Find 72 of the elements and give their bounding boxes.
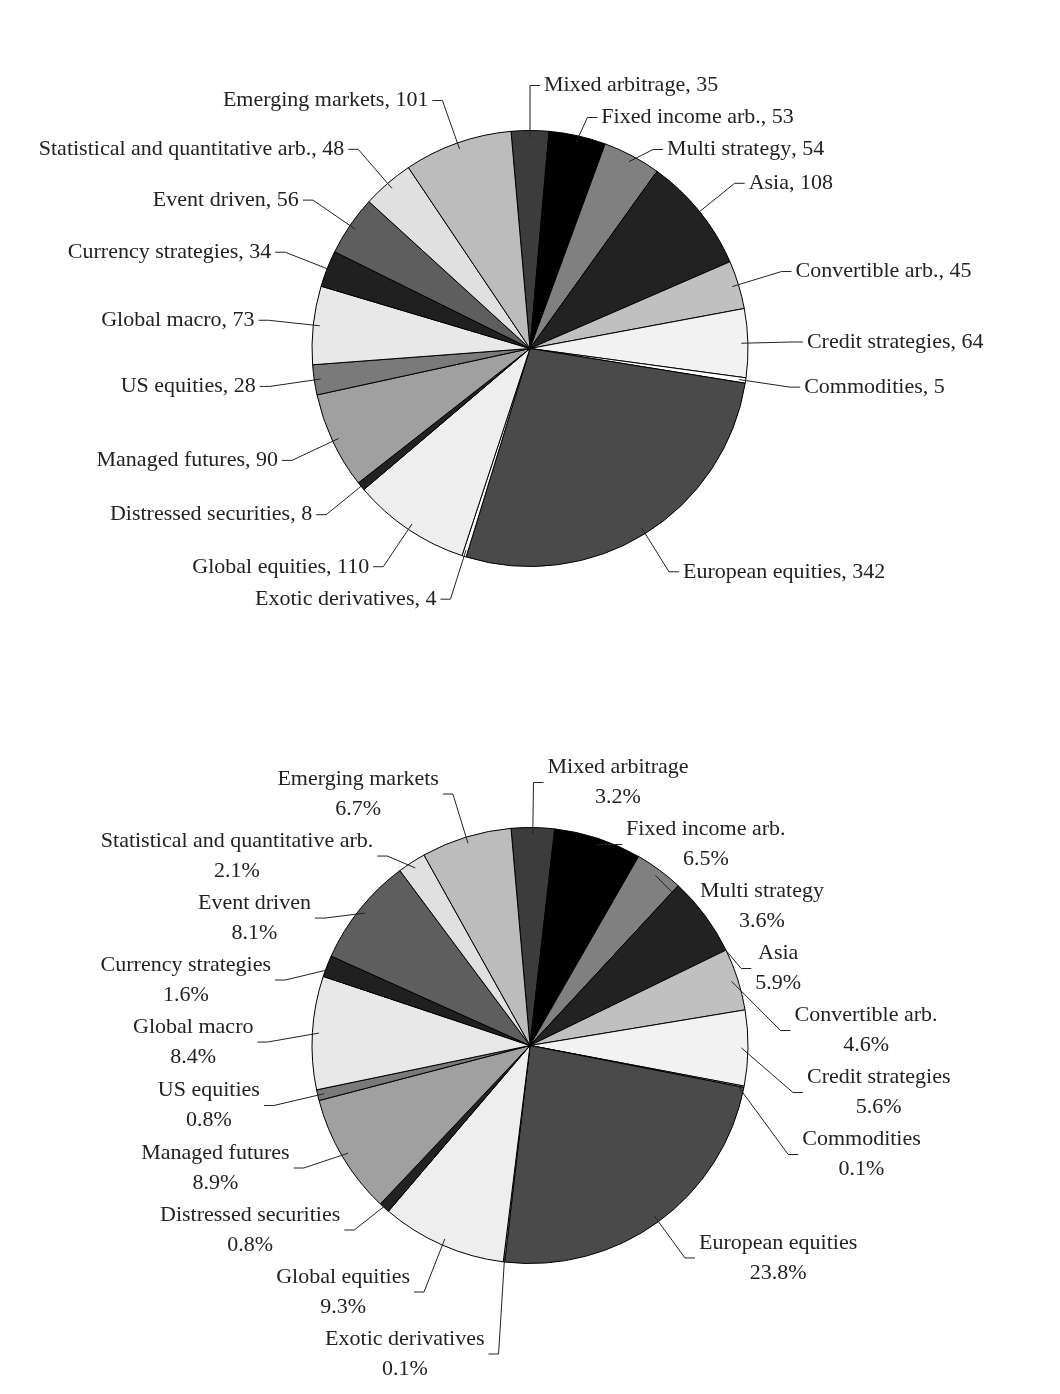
slice-label: Statistical and quantitative arb.	[38, 135, 312, 161]
slice-label: Commodities	[802, 1125, 921, 1151]
data-label: 0.1%	[838, 1155, 885, 1181]
data-label: 6.5%	[682, 845, 729, 871]
data-label: , 8	[290, 500, 313, 526]
slice-label: Event driven	[197, 888, 311, 914]
slice-label: Fixed income arb.	[601, 103, 761, 129]
data-label: , 45	[938, 257, 972, 283]
data-label: , 28	[222, 372, 256, 398]
slice-label: European equities	[682, 557, 842, 583]
slice-label: Mixed arbitrage	[544, 71, 686, 97]
data-label: , 90	[244, 446, 278, 472]
slice-label: Asia	[748, 169, 790, 195]
data-label: 3.6%	[739, 907, 785, 933]
data-label: 9.3%	[320, 1292, 366, 1318]
slice-label: US equities	[157, 1076, 260, 1102]
data-label: 6.7%	[335, 794, 382, 820]
data-label: 0.1%	[381, 1354, 428, 1380]
slice-label: Global macro	[101, 306, 222, 332]
data-label: , 34	[238, 238, 272, 264]
slice-label: Global equities	[192, 552, 327, 578]
slice-label: Exotic derivatives	[255, 584, 415, 610]
slice-label: Managed futures	[96, 446, 245, 472]
data-label: , 101	[384, 86, 429, 112]
slice-label: Asia	[758, 939, 799, 965]
data-label: 23.8%	[749, 1258, 807, 1284]
data-label: 2.1%	[214, 856, 260, 882]
data-label: 5.9%	[755, 969, 802, 995]
data-label: , 54	[791, 135, 825, 161]
slice-label: Multi strategy	[667, 135, 792, 161]
data-label: , 342	[841, 557, 886, 583]
data-label: , 5	[922, 372, 945, 398]
slice-label: Credit strategies	[806, 1063, 951, 1089]
data-label: 8.4%	[170, 1042, 217, 1068]
slice-label: Global equities	[276, 1262, 410, 1288]
slice-label: Convertible arb.	[794, 1001, 938, 1027]
slice-label: Convertible arb.	[795, 257, 939, 283]
slice-label: Fixed income arb.	[626, 815, 786, 841]
slice-label: Statistical and quantitative arb.	[100, 826, 374, 852]
data-label: 1.6%	[162, 980, 209, 1006]
data-label: 3.2%	[595, 783, 641, 809]
slice-label: Commodities	[804, 372, 923, 398]
data-label: 0.8%	[185, 1106, 232, 1132]
data-label: , 4	[414, 584, 437, 610]
data-label: 0.8%	[227, 1230, 274, 1256]
data-label: 5.6%	[855, 1093, 902, 1119]
data-label: , 35	[685, 71, 719, 97]
data-label: 4.6%	[843, 1031, 889, 1057]
slice-label: Managed futures	[141, 1138, 290, 1164]
data-label: , 64	[950, 327, 984, 353]
slice-label: Global macro	[133, 1012, 254, 1038]
slice-label: Currency strategies	[67, 238, 239, 264]
slice-label: Mixed arbitrage	[547, 753, 689, 779]
data-label: , 56	[265, 185, 299, 211]
slice-label: Currency strategies	[100, 950, 272, 976]
data-label: 8.1%	[231, 918, 278, 944]
slice-label: Distressed securities	[160, 1200, 341, 1226]
data-label: , 73	[221, 306, 255, 332]
data-label: , 110	[326, 552, 370, 578]
slice-label: Distressed securities	[109, 500, 291, 526]
slice-label: Event driven	[152, 185, 266, 211]
data-label: , 48	[311, 135, 345, 161]
slice-label: Exotic derivatives	[325, 1324, 485, 1350]
slice-label: Multi strategy	[699, 877, 824, 903]
slice-label: US equities	[120, 372, 223, 398]
data-label: , 108	[788, 169, 833, 195]
slice-label: Emerging markets	[222, 86, 385, 112]
data-label: 8.9%	[192, 1168, 239, 1194]
data-label: , 53	[760, 103, 794, 129]
slice-label: European equities	[698, 1228, 858, 1254]
slice-label: Credit strategies	[806, 327, 951, 353]
slice-label: Emerging markets	[277, 764, 439, 790]
